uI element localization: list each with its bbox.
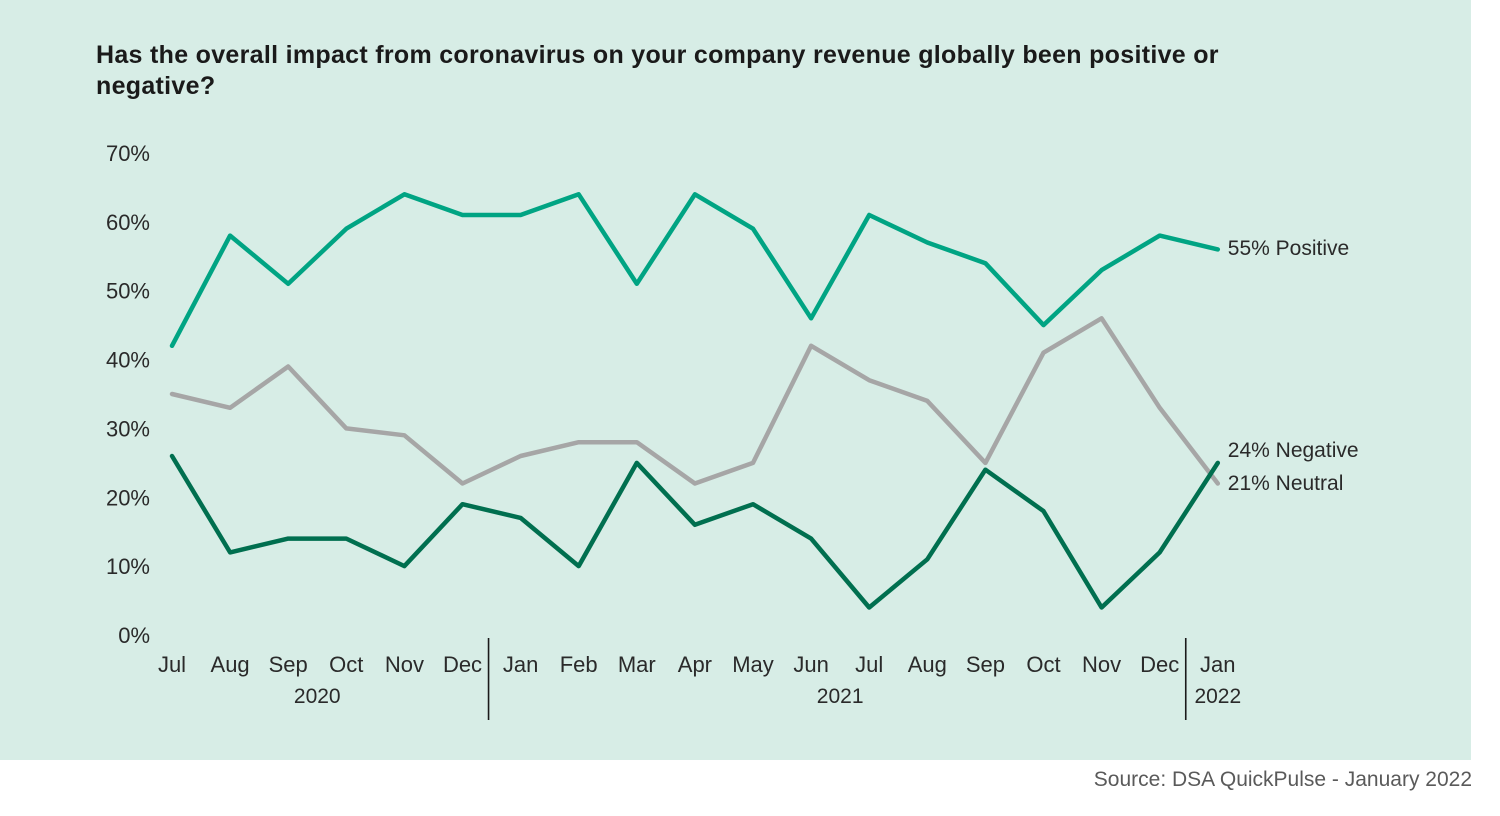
y-axis: 0% 10% 20% 30% 40% 50% 60% 70% bbox=[106, 141, 150, 648]
x-tick-label: Jan bbox=[1200, 652, 1235, 677]
end-label-positive: 55% Positive bbox=[1228, 237, 1349, 260]
x-axis: Jul Aug Sep Oct Nov Dec Jan Feb Mar Apr May Jun Jul A… bbox=[158, 638, 1241, 720]
x-tick-label: Nov bbox=[385, 652, 424, 677]
series-line-neutral bbox=[169, 316, 1221, 486]
x-tick-label: Oct bbox=[329, 652, 363, 677]
year-label: 2021 bbox=[817, 685, 864, 708]
x-tick-label: Jan bbox=[503, 652, 538, 677]
x-tick-label: Aug bbox=[908, 652, 947, 677]
x-tick-label: Jul bbox=[855, 652, 883, 677]
x-tick-label: Sep bbox=[966, 652, 1005, 677]
y-tick-label: 20% bbox=[106, 485, 150, 510]
x-tick-label: May bbox=[732, 652, 774, 677]
x-tick-label: Jul bbox=[158, 652, 186, 677]
x-tick-label: Nov bbox=[1082, 652, 1121, 677]
series-line-positive bbox=[169, 192, 1221, 349]
end-label-negative: 24% Negative bbox=[1228, 439, 1359, 462]
chart-title: Has the overall impact from coronavirus … bbox=[96, 41, 1219, 100]
series-lines bbox=[169, 192, 1221, 610]
y-tick-label: 70% bbox=[106, 141, 150, 166]
x-tick-label: Dec bbox=[1140, 652, 1179, 677]
y-tick-label: 30% bbox=[106, 416, 150, 441]
year-label: 2020 bbox=[294, 685, 341, 708]
x-tick-label: Mar bbox=[618, 652, 656, 677]
y-tick-label: 40% bbox=[106, 348, 150, 373]
line-chart: 0% 10% 20% 30% 40% 50% 60% 70% Jul Aug Sep Oct Nov D… bbox=[106, 141, 1359, 720]
year-label: 2022 bbox=[1194, 685, 1241, 708]
chart-panel bbox=[0, 0, 1471, 760]
x-tick-label: Oct bbox=[1026, 652, 1060, 677]
y-tick-label: 60% bbox=[106, 210, 150, 235]
x-tick-label: Sep bbox=[269, 652, 308, 677]
x-tick-label: Apr bbox=[678, 652, 712, 677]
end-label-neutral: 21% Neutral bbox=[1228, 472, 1344, 495]
x-tick-label: Aug bbox=[211, 652, 250, 677]
source-note: Source: DSA QuickPulse - January 2022 bbox=[1093, 768, 1472, 791]
x-tick-label: Jun bbox=[793, 652, 828, 677]
x-tick-label: Feb bbox=[560, 652, 598, 677]
end-labels: 55% Positive 21% Neutral 24% Negative bbox=[1228, 237, 1359, 495]
x-tick-label: Dec bbox=[443, 652, 482, 677]
series-line-negative bbox=[169, 453, 1221, 610]
y-tick-label: 10% bbox=[106, 554, 150, 579]
y-tick-label: 0% bbox=[118, 623, 150, 648]
y-tick-label: 50% bbox=[106, 279, 150, 304]
